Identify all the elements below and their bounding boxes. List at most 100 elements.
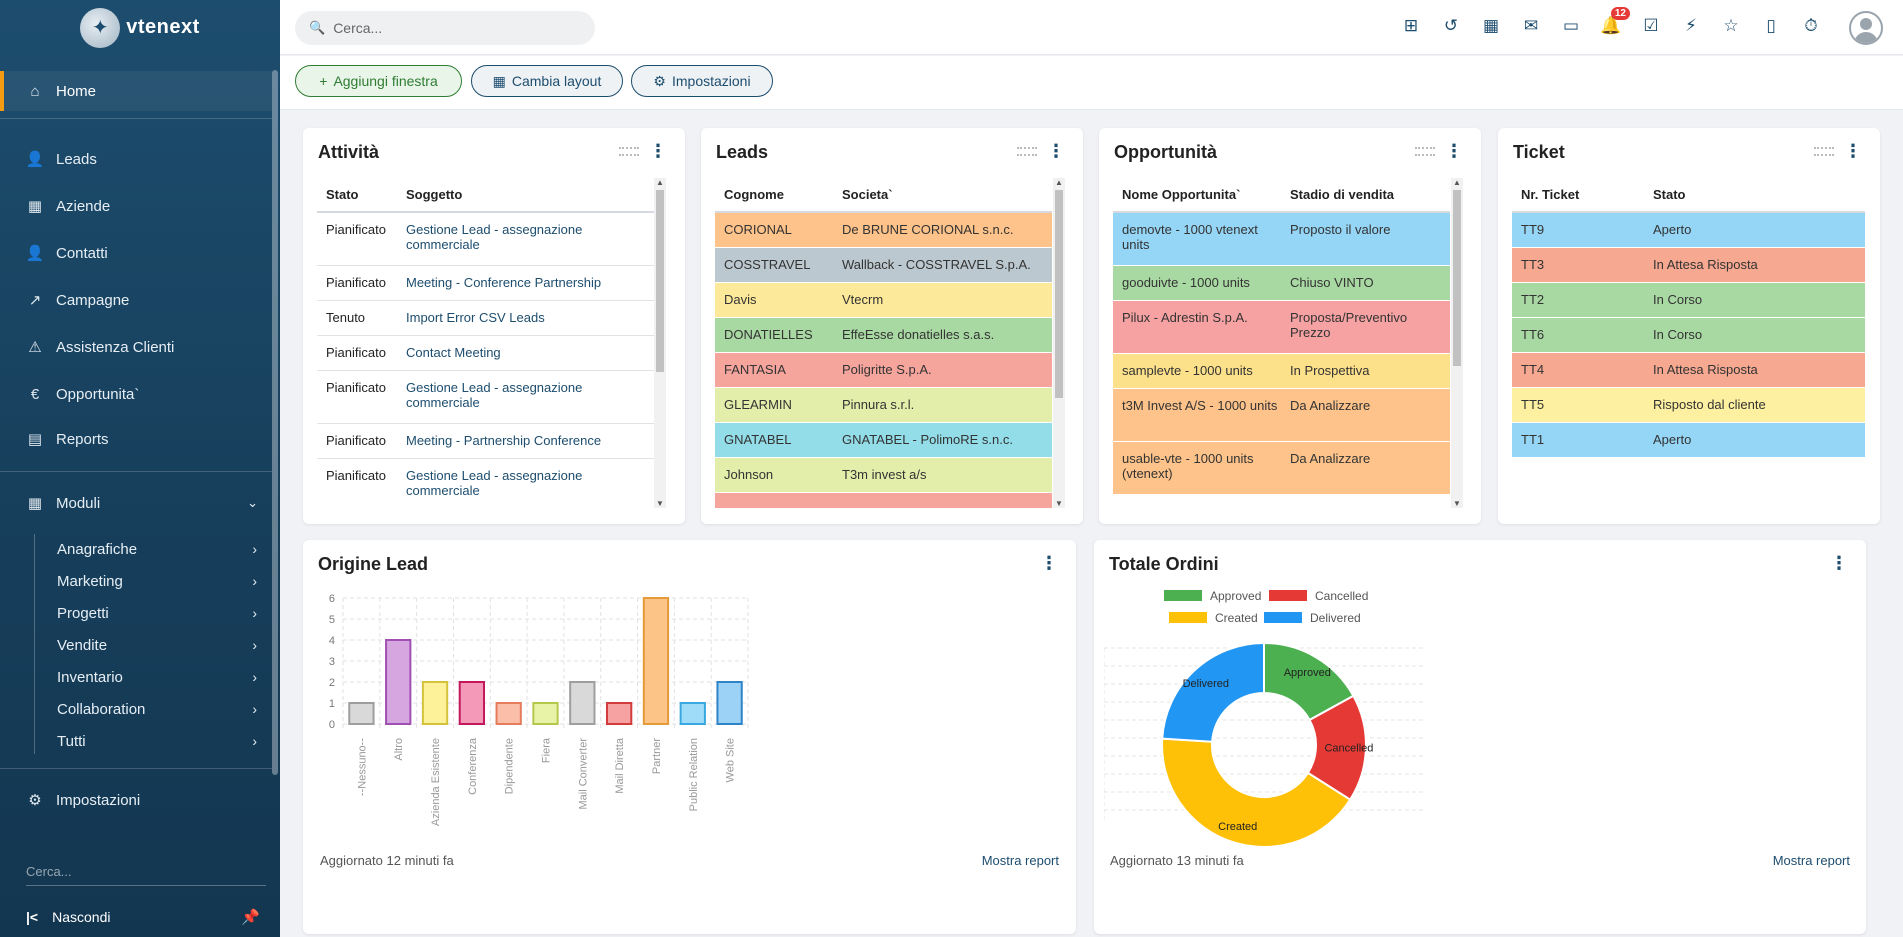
subject-link[interactable]: Meeting - Conference Partnership bbox=[406, 275, 602, 290]
bar[interactable] bbox=[569, 681, 596, 725]
activities-scrollbar[interactable]: ▲ ▼ bbox=[654, 178, 666, 508]
table-row[interactable]: TT6 In Corso bbox=[1512, 318, 1865, 353]
primary-cell[interactable]: TT4 bbox=[1521, 362, 1545, 377]
primary-cell[interactable]: FANTASIA bbox=[724, 362, 786, 377]
sidebar-item-opportunita[interactable]: € Opportunita` bbox=[0, 374, 272, 414]
primary-cell[interactable]: TT2 bbox=[1521, 292, 1545, 307]
bar[interactable] bbox=[532, 702, 559, 725]
table-row[interactable]: Davis Vtecrm bbox=[715, 283, 1052, 318]
add-window-button[interactable]: + Aggiungi finestra bbox=[295, 65, 462, 97]
table-row[interactable]: Pianificato Contact Meeting bbox=[317, 336, 656, 371]
mail-icon[interactable]: ✉ bbox=[1523, 16, 1539, 35]
subject-link[interactable]: Import Error CSV Leads bbox=[406, 310, 545, 325]
subject-link[interactable]: Gestione Lead - assegnazione commerciale bbox=[406, 468, 583, 498]
submenu-item-vendite[interactable]: Vendite › bbox=[57, 630, 257, 660]
primary-cell[interactable]: TT5 bbox=[1521, 397, 1545, 412]
opportunities-scrollbar[interactable]: ▲ ▼ bbox=[1451, 178, 1463, 508]
primary-cell[interactable]: GLEARMIN bbox=[724, 397, 792, 412]
table-row[interactable]: TT5 Risposto dal cliente bbox=[1512, 388, 1865, 423]
bar[interactable] bbox=[642, 597, 670, 725]
show-report-link[interactable]: Mostra report bbox=[981, 853, 1059, 868]
legend-label[interactable]: Delivered bbox=[1310, 611, 1361, 625]
submenu-item-progetti[interactable]: Progetti › bbox=[57, 598, 257, 628]
global-search-input[interactable] bbox=[333, 20, 584, 36]
table-row[interactable]: TT3 In Attesa Risposta bbox=[1512, 248, 1865, 283]
bar[interactable] bbox=[421, 681, 449, 725]
primary-cell[interactable]: Pilux - Adrestin S.p.A. bbox=[1122, 310, 1248, 325]
submenu-item-inventario[interactable]: Inventario › bbox=[57, 662, 257, 692]
primary-cell[interactable]: demovte - 1000 vtenext units bbox=[1122, 222, 1258, 252]
scroll-up-icon[interactable]: ▲ bbox=[1453, 178, 1461, 187]
kebab-menu-icon[interactable]: ⋮ bbox=[1047, 141, 1065, 161]
drag-handle-icon[interactable] bbox=[619, 147, 639, 156]
sidebar-modules-toggle[interactable]: ▦ Moduli ⌄ bbox=[0, 483, 272, 523]
kebab-menu-icon[interactable]: ⋮ bbox=[1445, 141, 1463, 161]
kebab-menu-icon[interactable]: ⋮ bbox=[1830, 553, 1848, 573]
table-row[interactable]: GNATABEL GNATABEL - PolimoRE s.n.c. bbox=[715, 423, 1052, 458]
drag-handle-icon[interactable] bbox=[1415, 147, 1435, 156]
sidebar-hide-button[interactable]: |< Nascondi 📌 bbox=[0, 898, 272, 936]
checkbox-icon[interactable]: ☑ bbox=[1643, 16, 1659, 35]
bar[interactable] bbox=[605, 702, 633, 725]
column-header[interactable]: Nr. Ticket bbox=[1521, 187, 1580, 202]
scroll-up-icon[interactable]: ▲ bbox=[1055, 178, 1063, 187]
history-icon[interactable]: ↺ bbox=[1443, 16, 1459, 35]
sitemap-icon[interactable]: ⊞ bbox=[1403, 16, 1419, 35]
submenu-item-marketing[interactable]: Marketing › bbox=[57, 566, 257, 596]
bar[interactable] bbox=[348, 702, 375, 725]
primary-cell[interactable]: CORIONAL bbox=[724, 222, 792, 237]
show-report-link[interactable]: Mostra report bbox=[1772, 853, 1850, 868]
table-row[interactable]: Johnson T3m invest a/s bbox=[715, 458, 1052, 493]
bar[interactable] bbox=[385, 639, 412, 725]
table-row[interactable]: Pianificato Gestione Lead - assegnazione… bbox=[317, 371, 656, 424]
legend-swatch[interactable] bbox=[1269, 590, 1307, 601]
table-row[interactable]: Pilux - Adrestin S.p.A. Proposta/Preventi… bbox=[1113, 301, 1450, 354]
sidebar-scrollbar[interactable] bbox=[272, 70, 278, 775]
drag-handle-icon[interactable] bbox=[1017, 147, 1037, 156]
scroll-down-icon[interactable]: ▼ bbox=[656, 499, 664, 508]
primary-cell[interactable]: usable-vte - 1000 units (vtenext) bbox=[1122, 451, 1254, 481]
donut-slice[interactable] bbox=[1161, 641, 1265, 743]
calendar-icon[interactable]: ▦ bbox=[1482, 16, 1500, 35]
timer-icon[interactable]: ⏱ bbox=[1804, 16, 1818, 35]
primary-cell[interactable]: t3M Invest A/S - 1000 units bbox=[1122, 398, 1278, 413]
table-row[interactable]: FANTASIA Poligritte S.p.A. bbox=[715, 353, 1052, 388]
column-header[interactable]: Stadio di vendita bbox=[1290, 187, 1395, 202]
pin-icon[interactable]: 📌 bbox=[241, 909, 260, 926]
primary-cell[interactable]: TT9 bbox=[1521, 222, 1545, 237]
lightning-icon[interactable]: ⚡ bbox=[1685, 16, 1697, 35]
sidebar-search-input[interactable] bbox=[26, 858, 266, 886]
bar[interactable] bbox=[458, 681, 486, 725]
column-header[interactable]: Soggetto bbox=[406, 187, 463, 202]
global-search[interactable]: 🔍 bbox=[295, 11, 595, 45]
dashboard-settings-button[interactable]: ⚙ Impostazioni bbox=[631, 65, 773, 97]
primary-cell[interactable]: Johnson bbox=[724, 467, 774, 482]
sidebar-item-assistenza-clienti[interactable]: ⚠ Assistenza Clienti bbox=[0, 327, 272, 367]
table-row[interactable]: TT1 Aperto bbox=[1512, 423, 1865, 458]
drag-handle-icon[interactable] bbox=[1814, 147, 1834, 156]
logo[interactable]: ✦ vtenext bbox=[0, 0, 280, 55]
avatar[interactable] bbox=[1849, 11, 1883, 45]
kebab-menu-icon[interactable]: ⋮ bbox=[1844, 141, 1862, 161]
sidebar-item-reports[interactable]: ▤ Reports bbox=[0, 419, 272, 459]
primary-cell[interactable]: samplevte - 1000 units bbox=[1122, 363, 1253, 378]
primary-cell[interactable]: TT6 bbox=[1521, 327, 1545, 342]
table-row[interactable]: gooduivte - 1000 units Chiuso VINTO bbox=[1113, 266, 1450, 301]
bell-icon[interactable]: 🔔 12 bbox=[1600, 7, 1630, 38]
bar[interactable] bbox=[679, 702, 706, 725]
table-row[interactable]: samplevte - 1000 units In Prospettiva bbox=[1113, 354, 1450, 389]
table-row[interactable]: DONATIELLES EffeEsse donatielles s.a.s. bbox=[715, 318, 1052, 353]
scroll-down-icon[interactable]: ▼ bbox=[1453, 499, 1461, 508]
table-row[interactable]: CORIONAL De BRUNE CORIONAL s.n.c. bbox=[715, 213, 1052, 248]
column-header[interactable]: Stato bbox=[326, 187, 359, 202]
submenu-item-tutti[interactable]: Tutti › bbox=[57, 726, 257, 756]
sidebar-item-leads[interactable]: 👤 Leads bbox=[0, 139, 272, 179]
sidebar-item-contatti[interactable]: 👤 Contatti bbox=[0, 233, 272, 273]
subject-link[interactable]: Gestione Lead - assegnazione commerciale bbox=[406, 222, 583, 252]
bar[interactable] bbox=[495, 702, 522, 725]
table-row[interactable]: Pianificato Meeting - Partnership Confer… bbox=[317, 424, 656, 459]
table-row[interactable]: Tenuto Import Error CSV Leads bbox=[317, 301, 656, 336]
table-row[interactable]: usable-vte - 1000 units (vtenext) Da Anal… bbox=[1113, 442, 1450, 495]
primary-cell[interactable]: TT3 bbox=[1521, 257, 1545, 272]
legend-swatch[interactable] bbox=[1169, 612, 1207, 623]
